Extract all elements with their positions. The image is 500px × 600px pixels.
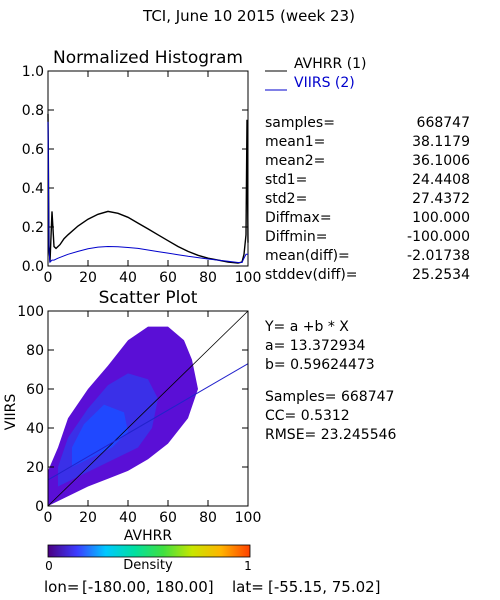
- histogram-y-tick-label: 0.0: [22, 259, 44, 275]
- stat-value: 25.2534: [412, 267, 470, 283]
- one-to-one-line: [47, 310, 249, 507]
- density-cluster-high: [72, 404, 128, 467]
- scatter-x-tick-label: 80: [199, 510, 217, 526]
- histogram-x-tick-label: 40: [119, 270, 137, 286]
- regression-b: b= 0.59624473: [265, 357, 375, 373]
- regression-fit-line: [47, 363, 249, 481]
- scatter-density-clusters: [48, 326, 198, 506]
- scatter-panel: Scatter Plot 0 20 40 60 80 100 0 20 40 60 80 100 AV…: [3, 288, 397, 544]
- scatter-y-tick-label: 100: [17, 304, 44, 320]
- legend-viirs-label: VIIRS (2): [294, 75, 355, 91]
- histogram-panel: Normalized Histogram 0 20 40 60 80 1000.00.20…: [22, 48, 470, 286]
- regression-samples: Samples= 668747: [265, 389, 394, 405]
- colorbar-label: Density: [123, 558, 173, 573]
- lon-label: lon=: [44, 578, 79, 596]
- stat-label: stddev(diff)=: [265, 267, 358, 283]
- legend-avhrr-label: AVHRR (1): [294, 56, 367, 72]
- stat-value: -100.000: [407, 229, 470, 245]
- lon-range: [-180.00, 180.00]: [82, 578, 214, 596]
- histogram-title: Normalized Histogram: [53, 48, 243, 68]
- stat-value: 668747: [417, 115, 470, 131]
- footer-coordinates: lon= [-180.00, 180.00] lat= [-55.15, 75.…: [44, 578, 381, 596]
- histogram-y-tick-label: 0.6: [22, 142, 44, 158]
- histogram-y-tick-label: 0.4: [22, 181, 44, 197]
- stat-value: -2.01738: [407, 248, 470, 264]
- histogram-y-tick-label: 1.0: [22, 64, 44, 80]
- histogram-x-tick-label: 100: [235, 270, 262, 286]
- histogram-legend: AVHRR (1) VIIRS (2): [265, 56, 367, 91]
- scatter-y-axis-label: VIIRS: [3, 394, 19, 431]
- lat-range: [-55.15, 75.02]: [268, 578, 381, 596]
- stat-label: mean1=: [265, 134, 325, 150]
- colorbar-gradient: [47, 544, 251, 558]
- regression-info: Y= a +b * X a= 13.372934 b= 0.59624473 S…: [264, 319, 397, 443]
- scatter-x-tick-label: 0: [44, 510, 53, 526]
- histogram-y-tick-label: 0.2: [22, 220, 44, 236]
- scatter-title: Scatter Plot: [99, 288, 198, 308]
- stat-label: Diffmax=: [265, 210, 332, 226]
- histogram-x-tick-label: 60: [159, 270, 177, 286]
- histogram-x-tick-label: 0: [44, 270, 53, 286]
- regression-cc: CC= 0.5312: [265, 408, 350, 424]
- scatter-x-tick-label: 20: [79, 510, 97, 526]
- histogram-y-tick-label: 0.8: [22, 103, 44, 119]
- stat-label: Diffmin=: [265, 229, 327, 245]
- stat-label: std1=: [265, 172, 307, 188]
- stat-label: samples=: [265, 115, 335, 131]
- histogram-series-line-avhrr: [47, 113, 249, 264]
- histogram-x-tick-label: 20: [79, 270, 97, 286]
- regression-rmse: RMSE= 23.245546: [265, 427, 397, 443]
- lat-label: lat=: [232, 578, 264, 596]
- stat-value: 24.4408: [412, 172, 470, 188]
- stat-label: std2=: [265, 191, 307, 207]
- scatter-x-axis-label: AVHRR: [124, 528, 173, 544]
- histogram-axis-ticks: 0 20 40 60 80 100 0.0 0.2 0.4 0.6 0.8 1.0: [22, 64, 262, 286]
- histogram-series-line-viirs: [47, 121, 248, 264]
- stat-value: 36.1006: [412, 153, 470, 169]
- stat-value: 100.000: [412, 210, 470, 226]
- page-title: TCI, June 10 2015 (week 23): [142, 7, 355, 25]
- stat-label: mean2=: [265, 153, 325, 169]
- histogram-series: [47, 113, 249, 264]
- regression-a: a= 13.372934: [265, 338, 366, 354]
- scatter-y-tick-label: 60: [26, 382, 44, 398]
- scatter-y-tick-label: 40: [26, 421, 44, 437]
- colorbar-min-label: 0: [45, 559, 53, 573]
- scatter-x-tick-label: 60: [159, 510, 177, 526]
- histogram-plot-frame: [47, 70, 249, 267]
- scatter-y-tick-label: 80: [26, 343, 44, 359]
- stat-value: 38.1179: [412, 134, 470, 150]
- scatter-x-tick-label: 40: [119, 510, 137, 526]
- scatter-plot-frame: [47, 310, 249, 507]
- scatter-y-tick-label: 20: [26, 460, 44, 476]
- stat-value: 27.4372: [412, 191, 470, 207]
- regression-equation: Y= a +b * X: [264, 319, 349, 335]
- stat-label: mean(diff)=: [265, 248, 350, 264]
- scatter-reference-lines: [47, 310, 249, 507]
- statistics-table: samples= 668747 mean1= 38.1179 mean2= 36.1006…: [265, 115, 470, 283]
- histogram-x-tick-label: 80: [199, 270, 217, 286]
- density-colorbar: 0 Density 1: [45, 544, 252, 573]
- scatter-x-tick-label: 100: [235, 510, 262, 526]
- scatter-axis-ticks: 0 20 40 60 80 100 0 20 40 60 80 100: [17, 304, 261, 526]
- scatter-y-tick-label: 0: [35, 499, 44, 515]
- colorbar-max-label: 1: [244, 559, 252, 573]
